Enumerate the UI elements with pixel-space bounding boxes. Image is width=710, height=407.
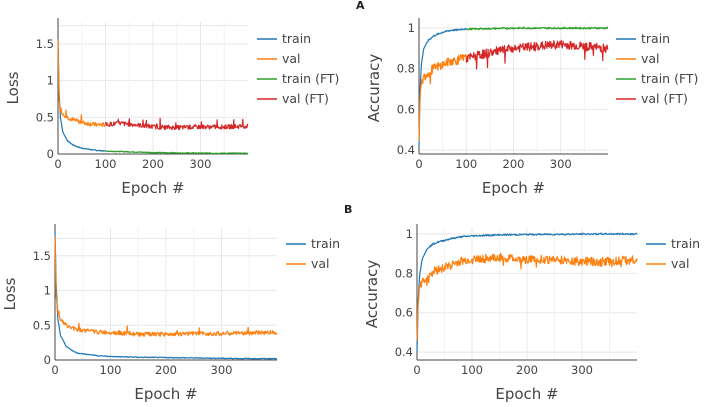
y-axis-title-1: Accuracy — [365, 54, 383, 123]
series-line-0-1 — [57, 38, 106, 128]
y-tick-label-1-1: 0.6 — [397, 102, 415, 116]
y-tick-label-1-2: 0.8 — [397, 62, 415, 76]
y-tick-label-0-3: 1.5 — [36, 37, 54, 51]
x-axis-title-1: Epoch # — [482, 179, 545, 197]
y-tick-label-1-0: 0.4 — [397, 143, 415, 157]
y-axis-title-0: Loss — [4, 71, 22, 104]
series-line-2-0 — [54, 231, 278, 360]
series-line-1-2 — [465, 26, 609, 31]
y-axis-title-2: Loss — [1, 277, 19, 310]
x-tick-label-3-2: 200 — [516, 363, 538, 377]
x-tick-label-3-0: 0 — [413, 363, 420, 377]
series-line-3-0 — [416, 232, 638, 352]
legend-label-3-1: val — [671, 256, 690, 271]
x-tick-label-0-1: 100 — [95, 157, 117, 171]
x-tick-label-2-2: 200 — [155, 363, 177, 377]
y-tick-label-1-3: 1 — [408, 21, 415, 35]
legend-label-1-1: val — [641, 51, 660, 66]
x-tick-label-1-1: 100 — [455, 157, 477, 171]
x-tick-label-3-1: 100 — [461, 363, 483, 377]
legend-label-0-1: val — [282, 51, 301, 66]
x-axis-title-0: Epoch # — [121, 179, 184, 197]
x-tick-label-1-0: 0 — [415, 157, 422, 171]
panel-label-a: A — [356, 0, 365, 12]
y-tick-label-0-1: 0.5 — [36, 110, 54, 124]
y-tick-label-3-1: 0.6 — [395, 306, 413, 320]
y-tick-label-3-0: 0.4 — [395, 345, 413, 359]
legend-label-2-1: val — [311, 256, 330, 271]
legend-label-2-0: train — [311, 236, 340, 251]
legend-label-3-0: train — [671, 236, 700, 251]
y-tick-label-2-3: 1.5 — [33, 249, 51, 263]
y-tick-label-3-2: 0.8 — [395, 266, 413, 280]
x-axis-title-2: Epoch # — [134, 385, 197, 403]
y-tick-label-0-2: 1 — [47, 74, 54, 88]
x-tick-label-2-3: 300 — [211, 363, 233, 377]
y-axis-title-3: Accuracy — [363, 260, 381, 329]
x-tick-label-0-2: 200 — [142, 157, 164, 171]
y-tick-label-0-0: 0 — [47, 147, 54, 161]
x-tick-label-2-0: 0 — [51, 363, 58, 377]
series-line-1-1 — [418, 53, 467, 142]
x-axis-title-3: Epoch # — [495, 385, 558, 403]
y-tick-label-2-1: 0.5 — [33, 318, 51, 332]
series-line-0-3 — [104, 117, 249, 131]
series-line-3-1 — [416, 252, 638, 341]
panel-label-b: B — [344, 203, 353, 216]
x-tick-label-0-0: 0 — [54, 157, 61, 171]
x-tick-label-2-1: 100 — [100, 363, 122, 377]
series-line-0-2 — [105, 150, 249, 155]
legend-label-1-2: train (FT) — [641, 71, 698, 86]
x-tick-label-0-3: 300 — [190, 157, 212, 171]
x-tick-label-1-3: 300 — [550, 157, 572, 171]
legend-label-0-0: train — [282, 31, 311, 46]
legend-label-1-0: train — [641, 31, 670, 46]
legend-label-0-3: val (FT) — [282, 91, 329, 106]
series-line-1-0 — [418, 27, 467, 147]
x-tick-label-1-2: 200 — [503, 157, 525, 171]
x-tick-label-3-3: 300 — [571, 363, 593, 377]
y-tick-label-3-3: 1 — [406, 227, 413, 241]
y-tick-label-2-2: 1 — [44, 284, 51, 298]
series-line-2-1 — [54, 236, 278, 337]
y-tick-label-2-0: 0 — [44, 353, 51, 367]
legend-label-1-3: val (FT) — [641, 91, 688, 106]
series-line-0-0 — [57, 36, 106, 152]
legend-label-0-2: train (FT) — [282, 71, 339, 86]
series-line-1-3 — [465, 39, 609, 70]
